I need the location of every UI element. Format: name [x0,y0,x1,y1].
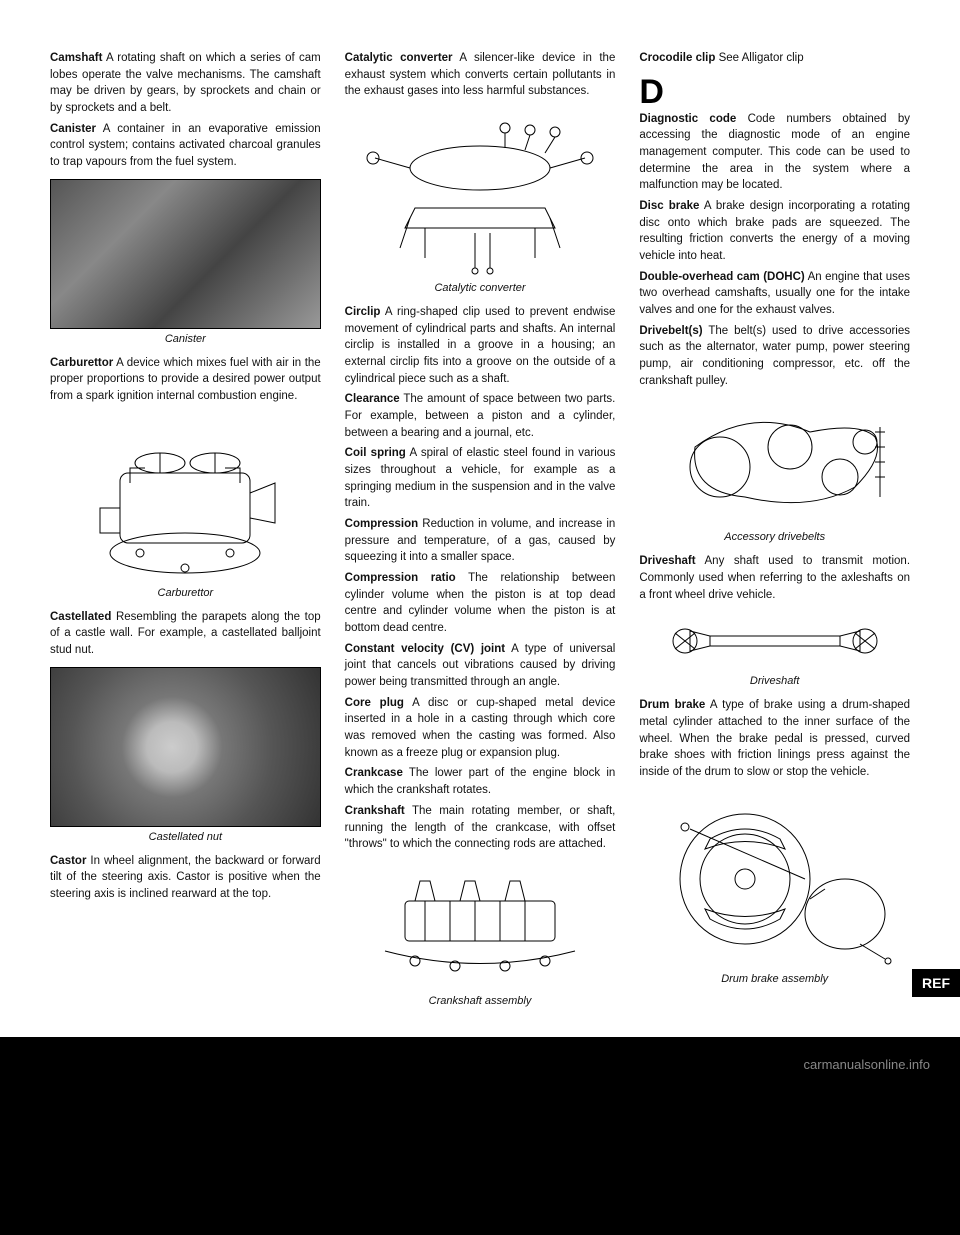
text-circlip: A ring-shaped clip used to prevent endwi… [345,306,616,385]
caption-drivebelts: Accessory drivebelts [639,531,910,543]
driveshaft-line-art [650,611,900,671]
entry-crankshaft: Crankshaft The main rotating member, or … [345,803,616,853]
entry-diagcode: Diagnostic code Code numbers obtained by… [639,111,910,194]
entry-drumbrake: Drum brake A type of brake using a drum-… [639,697,910,780]
term-canister: Canister [50,123,96,135]
section-letter-d: D [639,75,910,109]
term-castor: Castor [50,855,86,867]
term-discbrake: Disc brake [639,200,699,212]
term-diagcode: Diagnostic code [639,113,736,125]
entry-coilspring: Coil spring A spiral of elastic steel fo… [345,445,616,512]
figure-castellated: Castellated nut [50,667,321,843]
castellated-photo [50,667,321,827]
columns-wrapper: Camshaft A rotating shaft on which a ser… [50,50,910,1017]
entry-catalytic: Catalytic converter A silencer-like devi… [345,50,616,100]
entry-driveshaft: Driveshaft Any shaft used to transmit mo… [639,553,910,603]
term-castellated: Castellated [50,611,111,623]
entry-discbrake: Disc brake A brake design incorporating … [639,198,910,265]
drivebelts-line-art [650,397,900,527]
figure-canister: Canister [50,179,321,345]
term-carburettor: Carburettor [50,357,113,369]
figure-driveshaft: Driveshaft [639,611,910,687]
crankshaft-line-art [355,861,605,991]
term-circlip: Circlip [345,306,381,318]
entry-canister: Canister A container in an evaporative e… [50,121,321,171]
caption-driveshaft: Driveshaft [639,675,910,687]
caption-catalytic: Catalytic converter [345,282,616,294]
text-castor: In wheel alignment, the backward or forw… [50,855,321,900]
canister-photo [50,179,321,329]
entry-cvjoint: Constant velocity (CV) joint A type of u… [345,641,616,691]
ref-tab: REF [912,969,960,997]
term-driveshaft: Driveshaft [639,555,695,567]
entry-dohc: Double-overhead cam (DOHC) An engine tha… [639,269,910,319]
term-clearance: Clearance [345,393,400,405]
figure-catalytic: Catalytic converter [345,108,616,294]
text-crocodile: See Alligator clip [719,52,804,64]
figure-carburettor: Carburettor [50,413,321,599]
figure-crankshaft: Crankshaft assembly [345,861,616,1007]
entry-carburettor: Carburettor A device which mixes fuel wi… [50,355,321,405]
entry-compression: Compression Reduction in volume, and inc… [345,516,616,566]
figure-drivebelts: Accessory drivebelts [639,397,910,543]
column-middle: Catalytic converter A silencer-like devi… [345,50,616,1017]
term-coilspring: Coil spring [345,447,406,459]
entry-crocodile: Crocodile clip See Alligator clip [639,50,910,67]
column-left: Camshaft A rotating shaft on which a ser… [50,50,321,1017]
drumbrake-line-art [650,789,900,969]
term-coreplug: Core plug [345,697,404,709]
entry-camshaft: Camshaft A rotating shaft on which a ser… [50,50,321,117]
entry-drivebelts: Drivebelt(s) The belt(s) used to drive a… [639,323,910,390]
entry-crankcase: Crankcase The lower part of the engine b… [345,765,616,798]
entry-circlip: Circlip A ring-shaped clip used to preve… [345,304,616,387]
caption-canister: Canister [50,333,321,345]
term-compression: Compression [345,518,419,530]
entry-castellated: Castellated Resembling the parapets alon… [50,609,321,659]
term-dohc: Double-overhead cam (DOHC) [639,271,804,283]
term-drivebelts: Drivebelt(s) [639,325,702,337]
term-crankcase: Crankcase [345,767,403,779]
term-cvjoint: Constant velocity (CV) joint [345,643,505,655]
figure-drumbrake: Drum brake assembly [639,789,910,985]
caption-castellated: Castellated nut [50,831,321,843]
carburettor-line-art [60,413,310,583]
entry-compratio: Compression ratio The relationship betwe… [345,570,616,637]
caption-drumbrake: Drum brake assembly [639,973,910,985]
entry-castor: Castor In wheel alignment, the backward … [50,853,321,903]
term-camshaft: Camshaft [50,52,102,64]
footer-watermark: carmanualsonline.info [0,1037,960,1112]
term-catalytic: Catalytic converter [345,52,453,64]
term-compratio: Compression ratio [345,572,456,584]
caption-crankshaft: Crankshaft assembly [345,995,616,1007]
catalytic-line-art [355,108,605,278]
term-crocodile: Crocodile clip [639,52,715,64]
term-drumbrake: Drum brake [639,699,705,711]
entry-coreplug: Core plug A disc or cup-shaped metal dev… [345,695,616,762]
page-container: Camshaft A rotating shaft on which a ser… [0,0,960,1037]
caption-carburettor: Carburettor [50,587,321,599]
term-crankshaft: Crankshaft [345,805,405,817]
entry-clearance: Clearance The amount of space between tw… [345,391,616,441]
column-right: Crocodile clip See Alligator clip D Diag… [639,50,910,1017]
